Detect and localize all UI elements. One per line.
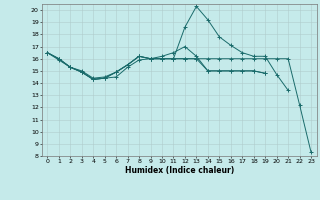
- X-axis label: Humidex (Indice chaleur): Humidex (Indice chaleur): [124, 166, 234, 175]
